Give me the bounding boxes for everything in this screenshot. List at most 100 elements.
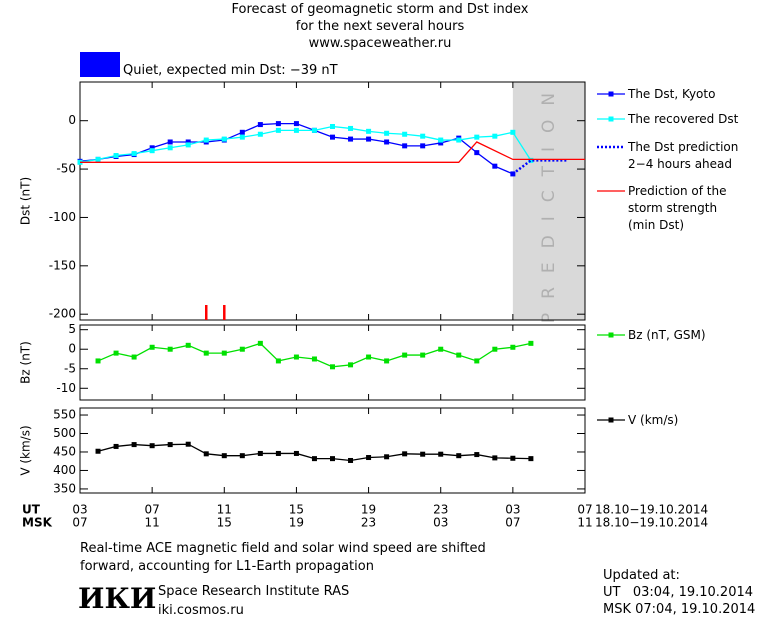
prediction-label: PREDICTION [539,79,559,323]
footer-note: Real-time ACE magnetic field and solar w… [80,541,486,574]
point [275,358,281,364]
point [257,450,263,456]
point [492,455,498,461]
point [330,456,335,462]
point [275,450,281,456]
point [185,441,191,447]
point [95,448,101,454]
legend-label: V (km/s) [628,413,679,427]
point [293,354,299,360]
x-tick-label-msk: 07 [505,516,520,530]
point [492,346,498,352]
point [95,358,101,364]
point [510,455,516,461]
point [131,354,137,360]
point [456,453,462,459]
point [510,344,516,350]
updated-ut: UT 03:04, 19.10.2014 [603,585,754,600]
point [330,364,335,370]
point [149,148,155,154]
series-line [79,125,532,163]
legend-label: The Dst, Kyoto [628,87,716,101]
point [528,456,534,462]
point [149,443,155,449]
point [438,346,444,352]
point [402,451,408,457]
legend-label: Bz (nT, GSM) [628,328,706,342]
y-tick-label: 550 [53,408,76,422]
point [366,455,372,461]
point [474,134,480,140]
point [203,350,209,356]
point [348,125,354,131]
point [293,450,299,456]
plot-frame [79,81,586,321]
point [366,128,372,134]
y-tick-label: -10 [56,381,76,395]
y-tick-label: 450 [53,444,76,458]
point [438,140,444,146]
institute: Space Research Institute RAS [158,584,350,599]
point [366,136,372,142]
point [293,127,299,133]
date-range: 18.10−19.10.2014 [595,503,708,517]
point [492,163,498,169]
point [528,157,534,163]
point [420,133,426,139]
x-tick-label: 19 [361,503,376,517]
site: iki.cosmos.ru [158,603,244,618]
date-range: 18.10−19.10.2014 [595,516,708,530]
point [167,145,173,151]
ut-label: UT [22,503,41,517]
point [203,451,209,457]
y-axis-label: Dst (nT) [19,177,33,225]
point [221,350,227,356]
point [402,131,408,137]
status-text: Quiet, expected min Dst: −39 nT [123,63,338,78]
x-tick-label: 11 [217,503,232,517]
y-tick-label: 400 [53,463,76,477]
point [384,358,390,364]
legend-label: The recovered Dst [628,112,739,126]
msk-label: MSK [22,516,53,530]
point [257,131,263,137]
point [402,352,408,358]
point [167,346,173,352]
y-tick-label: -200 [49,307,76,321]
legend-marker [608,332,614,338]
point [384,454,390,460]
y-tick-label: 0 [68,342,76,356]
legend-marker [608,91,614,97]
point [311,356,317,362]
point [348,136,354,142]
point [456,137,462,143]
y-axis-label: V (km/s) [19,425,33,475]
x-tick-label-msk: 23 [361,516,376,530]
point [474,358,480,364]
point [131,151,137,157]
status-box [80,52,120,77]
point [348,457,354,463]
x-tick-label: 07 [145,503,160,517]
point [474,150,480,156]
updated-msk: MSK 07:04, 19.10.2014 [603,602,756,617]
point [185,142,191,148]
x-tick-label: 07 [577,503,592,517]
point [330,134,335,140]
point [420,143,426,149]
point [366,354,372,360]
legend-label: The Dst prediction 2−4 hours ahead [628,140,739,171]
point [113,350,119,356]
point [510,129,516,135]
point [275,127,281,133]
updated-label: Updated at: [603,568,680,583]
title-line: for the next several hours [295,19,465,34]
y-axis-label: Bz (nT) [19,341,33,384]
x-tick-label: 03 [72,503,87,517]
y-tick-label: 500 [53,426,76,440]
point [438,451,444,457]
point [203,137,209,143]
plot-frame [79,407,586,494]
